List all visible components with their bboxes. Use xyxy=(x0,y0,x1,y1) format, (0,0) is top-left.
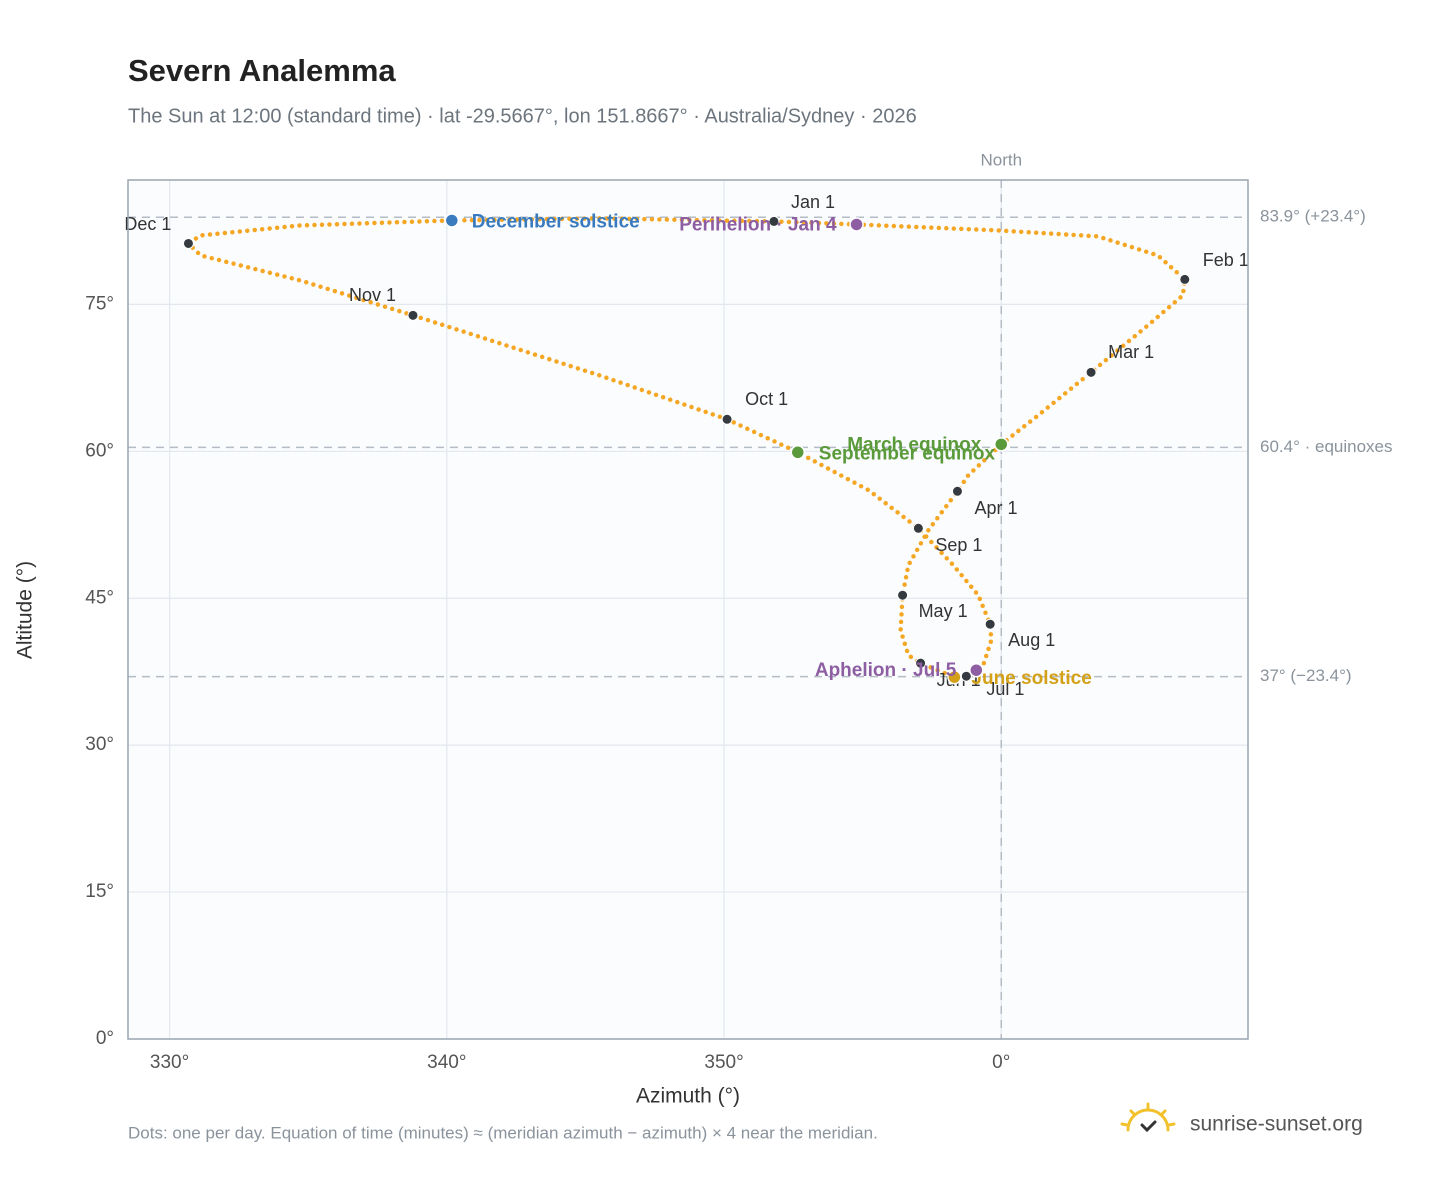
chart-subtitle: The Sun at 12:00 (standard time) · lat -… xyxy=(128,105,917,127)
month-label: Sep 1 xyxy=(935,535,982,555)
x-tick-label: 0° xyxy=(992,1052,1010,1073)
event-label: Aphelion · Jul 5 xyxy=(815,660,957,681)
event-label: December solstice xyxy=(472,211,640,232)
y-tick-label: 15° xyxy=(85,881,114,902)
y-tick-label: 75° xyxy=(85,293,114,314)
meridian-label: North xyxy=(980,150,1022,169)
month-dot xyxy=(984,618,996,630)
reference-label: 37° (−23.4°) xyxy=(1260,666,1352,685)
event-label: March equinox xyxy=(847,434,982,455)
x-axis-label: Azimuth (°) xyxy=(636,1085,740,1108)
watermark: sunrise-sunset.org xyxy=(1190,1113,1363,1136)
month-dot xyxy=(1179,273,1191,285)
month-label: Jul 1 xyxy=(986,679,1024,699)
month-dot xyxy=(912,522,924,534)
month-dot xyxy=(951,485,963,497)
month-label: Oct 1 xyxy=(745,389,788,409)
event-label: June solstice xyxy=(971,668,1091,689)
event-dot xyxy=(849,217,864,232)
plot-area xyxy=(128,180,1248,1039)
footnote: Dots: one per day. Equation of time (min… xyxy=(128,1123,878,1142)
month-dot xyxy=(407,309,419,321)
reference-label: 60.4° · equinoxes xyxy=(1260,437,1393,456)
event-dot xyxy=(444,213,460,228)
y-tick-label: 0° xyxy=(96,1028,114,1049)
month-label: Jan 1 xyxy=(791,192,835,212)
event-dot xyxy=(969,662,984,678)
chart-title: Severn Analemma xyxy=(128,53,396,88)
x-tick-label: 330° xyxy=(150,1052,189,1073)
y-axis-label: Altitude (°) xyxy=(14,561,37,659)
event-dot xyxy=(790,445,806,460)
month-label: Feb 1 xyxy=(1203,250,1249,270)
event-dot xyxy=(994,437,1009,452)
y-tick-label: 60° xyxy=(85,440,114,461)
x-tick-label: 350° xyxy=(704,1052,743,1073)
month-label: Apr 1 xyxy=(974,498,1017,518)
month-dot xyxy=(915,657,927,669)
event-label: Perihelion · Jan 4 xyxy=(679,214,837,235)
y-tick-label: 45° xyxy=(85,587,114,608)
event-dot xyxy=(947,669,962,685)
month-dot xyxy=(1085,366,1097,378)
month-label: Aug 1 xyxy=(1008,630,1055,650)
month-dot xyxy=(897,589,909,601)
logo xyxy=(1120,1102,1176,1133)
x-tick-label: 340° xyxy=(427,1052,466,1073)
month-label: Dec 1 xyxy=(124,214,171,234)
month-dot xyxy=(721,413,733,425)
reference-label: 83.9° (+23.4°) xyxy=(1260,207,1366,226)
month-label: May 1 xyxy=(919,601,968,621)
y-tick-label: 30° xyxy=(85,734,114,755)
month-label: Nov 1 xyxy=(349,285,396,305)
plot-frame xyxy=(127,179,1249,1040)
month-label: Mar 1 xyxy=(1108,342,1154,362)
month-dot xyxy=(182,237,194,249)
month-dot xyxy=(768,215,780,227)
event-label: September equinox xyxy=(819,443,996,464)
